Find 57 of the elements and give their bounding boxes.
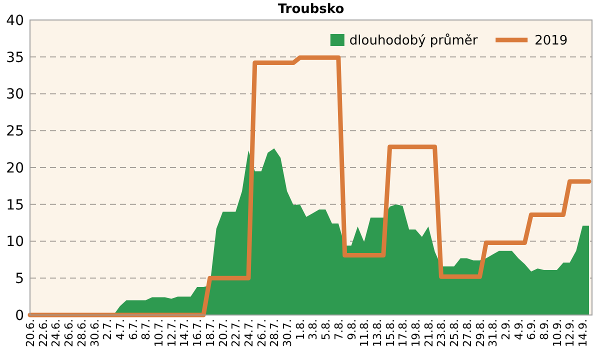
x-tick-label: 8.7. <box>140 319 153 340</box>
chart-title: Troubsko <box>278 2 344 17</box>
x-tick-label: 9.8. <box>345 319 358 340</box>
x-tick-label: 10.9. <box>550 319 564 347</box>
x-tick-label: 17.8. <box>396 319 410 347</box>
y-tick-label: 25 <box>6 124 24 140</box>
x-tick-label: 29.8. <box>474 319 487 347</box>
x-tick-label: 13.8. <box>370 319 384 347</box>
x-tick-label: 12.7. <box>165 319 178 347</box>
x-tick-label: 7.8. <box>332 319 346 340</box>
y-tick-label: 35 <box>6 50 24 66</box>
x-tick-label: 31.8. <box>486 319 500 347</box>
x-tick-label: 4.9. <box>512 319 526 340</box>
x-tick-label: 10.7. <box>152 319 166 347</box>
x-tick-label: 16.7. <box>191 319 204 347</box>
x-tick-label: 21.8. <box>422 319 436 347</box>
x-tick-label: 24.7. <box>242 319 256 347</box>
x-tick-label: 24.6. <box>50 319 63 347</box>
x-tick-label: 27.8. <box>460 319 474 347</box>
x-tick-label: 26.6. <box>62 319 76 347</box>
x-tick-label: 19.8. <box>410 319 423 347</box>
x-tick-label: 28.7. <box>268 319 282 347</box>
legend-label: 2019 <box>534 34 568 49</box>
y-tick-label: 30 <box>6 86 24 103</box>
x-tick-label: 2.7. <box>101 319 114 340</box>
x-tick-label: 11.8. <box>358 319 372 347</box>
x-tick-label: 22.6. <box>36 319 50 347</box>
y-tick-label: 20 <box>6 160 24 176</box>
line-series <box>28 55 592 318</box>
x-tick-label: 15.8. <box>384 319 397 347</box>
x-tick-label: 8.9. <box>538 319 552 340</box>
y-tick-label: 15 <box>6 197 24 214</box>
x-tick-label: 1.8. <box>294 319 307 340</box>
y-tick-label: 0 <box>15 308 24 324</box>
x-tick-label: 6.9. <box>525 319 538 340</box>
y-tick-label: 40 <box>6 12 24 29</box>
y-tick-label: 10 <box>6 234 24 250</box>
x-tick-label: 20.7. <box>216 319 230 347</box>
x-tick-label: 28.6. <box>75 319 88 347</box>
x-tick-label: 14.9. <box>576 319 590 347</box>
x-tick-label: 2.9. <box>499 319 512 340</box>
x-tick-label: 3.8. <box>306 319 320 340</box>
x-tick-label: 12.9. <box>564 319 577 347</box>
x-tick-label: 6.7. <box>126 319 140 340</box>
x-tick-label: 20.6. <box>24 319 37 347</box>
x-tick-label: 26.7. <box>255 319 268 347</box>
x-tick-label: 4.7. <box>114 319 127 340</box>
x-tick-label: 30.6. <box>88 319 102 347</box>
y-tick-label: 5 <box>15 271 24 288</box>
x-tick-label: 23.8. <box>435 319 448 347</box>
x-tick-label: 14.7. <box>178 319 192 347</box>
x-tick-label: 30.7. <box>281 319 294 347</box>
x-tick-label: 5.8. <box>320 319 333 340</box>
x-tick-label: 22.7. <box>230 319 243 347</box>
x-tick-label: 18.7. <box>204 319 217 347</box>
x-tick-label: 25.8. <box>448 319 462 347</box>
legend-label: dlouhodobý průměr <box>349 32 478 49</box>
